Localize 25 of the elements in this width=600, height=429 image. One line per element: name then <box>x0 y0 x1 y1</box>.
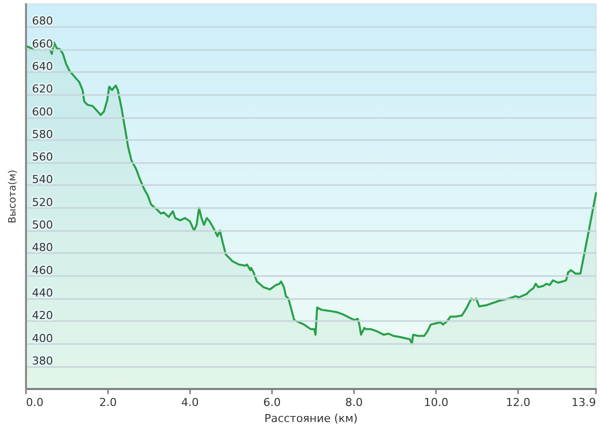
y-tick-label: 680 <box>32 14 53 28</box>
x-tick-label: 12.0 <box>506 396 530 410</box>
y-tick-label: 500 <box>32 218 53 232</box>
y-tick-label: 460 <box>32 264 53 277</box>
y-tick-label: 400 <box>32 332 53 345</box>
x-tick-label: 4.0 <box>181 396 199 410</box>
x-tick-label: 8.0 <box>345 396 363 410</box>
x-axis-title: Расстояние (км) <box>264 412 358 425</box>
x-tick-label: 6.0 <box>263 396 281 410</box>
y-tick-label: 640 <box>32 60 53 73</box>
y-tick-label: 540 <box>32 173 53 186</box>
y-tick-label: 380 <box>32 354 53 368</box>
y-axis-title: Высота(м) <box>8 170 18 224</box>
y-tick-label: 420 <box>32 309 53 322</box>
y-tick-label: 520 <box>32 196 53 209</box>
x-tick-label: 0.0 <box>26 396 44 410</box>
x-tick-label: 2.0 <box>99 396 117 410</box>
x-tick-label: 10.0 <box>424 396 448 410</box>
y-tick-label: 600 <box>32 105 53 118</box>
y-tick-label: 620 <box>32 82 53 96</box>
x-tick-label: 13.9 <box>572 396 596 410</box>
y-tick-label: 440 <box>32 286 53 300</box>
y-tick-label: 580 <box>32 128 53 141</box>
y-tick-label: 560 <box>32 150 53 164</box>
y-tick-label: 480 <box>32 241 53 254</box>
